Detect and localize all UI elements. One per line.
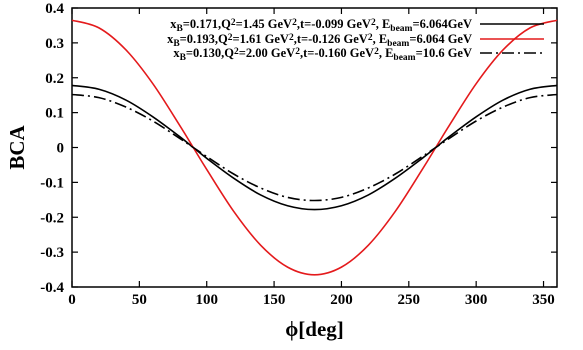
y-tick-label: 0 <box>57 141 65 157</box>
legend-text-part: ,t=-0.126 GeV <box>294 32 368 46</box>
series-line-2 <box>71 19 558 276</box>
x-tick-label: 200 <box>330 292 353 308</box>
x-axis-label: ϕ[deg] <box>285 317 344 341</box>
series-line-1 <box>71 84 558 211</box>
legend-text-part: 2 <box>371 18 376 28</box>
legend-text-part: =6.064 GeV <box>409 32 472 46</box>
y-tick-label: -0.2 <box>40 210 64 226</box>
x-tick-label: 300 <box>465 292 488 308</box>
legend-text-part: 2 <box>231 18 236 28</box>
legend-text-part: 2 <box>368 33 373 43</box>
legend-text-part: 2 <box>292 18 297 28</box>
legend-text-part: =10.6 GeV <box>416 46 472 60</box>
x-tick-label: 50 <box>132 292 147 308</box>
y-tick-label: -0.3 <box>40 245 64 261</box>
x-tick-label: 350 <box>532 292 555 308</box>
legend-text-part: =1.61 GeV <box>233 32 289 46</box>
legend-text-part: =0.171,Q <box>183 17 231 31</box>
axis-ticks <box>71 7 557 288</box>
legend-text-part: =0.130,Q <box>186 46 234 60</box>
x-tick-label: 250 <box>398 292 421 308</box>
y-tick-label: -0.4 <box>40 280 64 296</box>
legend-text-part: 2 <box>228 33 233 43</box>
legend-text-part: , E <box>376 17 391 31</box>
legend-text-part: B <box>180 53 187 63</box>
legend-text-part: 2 <box>234 47 239 57</box>
legend-text-part: 2 <box>295 47 300 57</box>
x-tick-label: 100 <box>195 292 218 308</box>
axis-tick-labels: 0 50 100 150 200 250 300 350 -0.4 -0.3 -0.2 -0.1 0 0.… <box>40 1 555 308</box>
legend-text-part: x <box>167 32 174 46</box>
series-curves <box>71 19 558 276</box>
legend-text-part: =0.193,Q <box>180 32 228 46</box>
y-tick-label: 0.1 <box>45 106 64 122</box>
legend-text-part: 2 <box>289 33 294 43</box>
y-tick-label: 0.3 <box>45 36 64 52</box>
legend-entry-1: xB=0.171,Q2=1.45 GeV2,t=-0.099 GeV2, Ebe… <box>170 17 472 34</box>
legend-text-part: B <box>176 24 183 34</box>
legend: xB=0.171,Q2=1.45 GeV2,t=-0.099 GeV2, Ebe… <box>167 17 544 63</box>
legend-text-part: beam <box>387 39 409 49</box>
series-line-3 <box>71 93 558 202</box>
legend-entry-2: xB=0.193,Q2=1.61 GeV2,t=-0.126 GeV2, Ebe… <box>167 32 472 49</box>
legend-text-part: x <box>173 46 180 60</box>
legend-text-part: ,t=-0.160 GeV <box>300 46 374 60</box>
legend-text-part: x <box>170 17 177 31</box>
x-tick-label: 0 <box>68 292 76 308</box>
legend-text-part: ,t=-0.099 GeV <box>297 17 371 31</box>
legend-text-part: beam <box>390 24 412 34</box>
legend-text-part: B <box>173 39 180 49</box>
y-tick-label: 0.4 <box>45 1 64 17</box>
y-axis-label: BCA <box>5 124 29 169</box>
legend-text-part: =1.45 GeV <box>236 17 292 31</box>
x-tick-label: 150 <box>263 292 286 308</box>
legend-text-part: 2 <box>374 47 379 57</box>
legend-text-part: =2.00 GeV <box>239 46 295 60</box>
legend-text-part: , E <box>373 32 388 46</box>
legend-text-part: beam <box>393 53 415 63</box>
y-tick-label: -0.1 <box>40 175 64 191</box>
legend-text-part: =6.064GeV <box>412 17 472 31</box>
legend-text-part: , E <box>379 46 394 60</box>
legend-entry-3: xB=0.130,Q2=2.00 GeV2,t=-0.160 GeV2, Ebe… <box>173 46 472 63</box>
y-tick-label: 0.2 <box>45 71 64 87</box>
